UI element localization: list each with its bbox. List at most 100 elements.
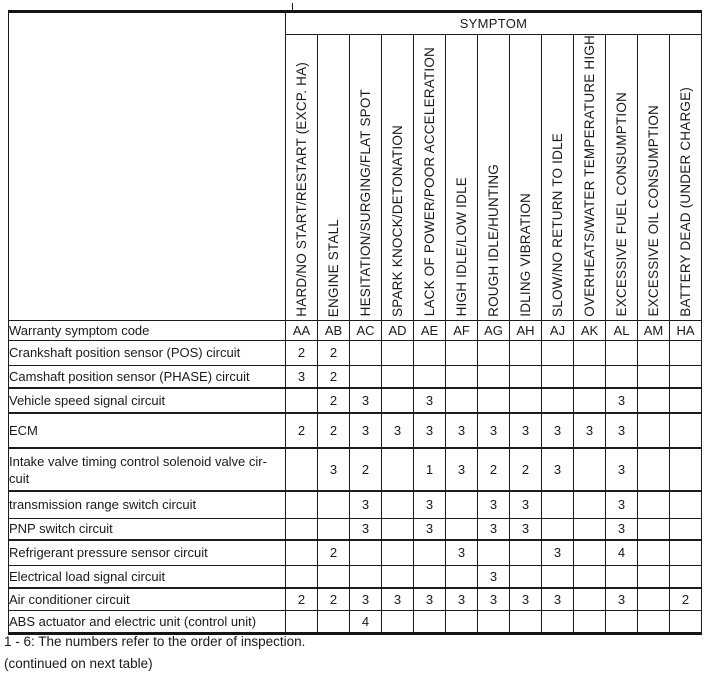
inspection-order-cell — [285, 447, 318, 492]
inspection-order-cell — [509, 539, 542, 566]
row-label: Camshaft position sensor (PHASE) circuit — [8, 364, 286, 389]
inspection-order-cell: 3 — [413, 387, 446, 414]
warranty-code-cell: AA — [285, 319, 318, 341]
inspection-order-cell: 3 — [541, 587, 574, 611]
inspection-order-cell — [445, 490, 478, 519]
warranty-code-cell: AF — [445, 319, 478, 341]
symptom-column-header: SPARK KNOCK/DETONATION — [381, 34, 414, 321]
inspection-order-cell — [445, 609, 478, 634]
inspection-order-cell — [445, 339, 478, 366]
warranty-code-cell: AL — [605, 319, 638, 341]
inspection-order-cell — [285, 609, 318, 634]
inspection-order-cell: 3 — [349, 587, 382, 611]
symptom-column-header-label: SPARK KNOCK/DETONATION — [389, 124, 405, 317]
symptom-column-header: ENGINE STALL — [317, 34, 350, 321]
inspection-order-cell: 3 — [285, 364, 318, 389]
inspection-order-cell — [381, 609, 414, 634]
inspection-order-cell — [349, 364, 382, 389]
inspection-order-cell: 3 — [541, 539, 574, 566]
inspection-order-cell: 3 — [445, 539, 478, 566]
row-label: Vehicle speed signal circuit — [8, 387, 286, 414]
inspection-order-cell — [573, 387, 606, 414]
inspection-order-cell — [637, 587, 670, 611]
row-label: PNP switch circuit — [8, 517, 286, 541]
inspection-order-cell: 2 — [285, 339, 318, 366]
inspection-order-cell: 3 — [445, 447, 478, 492]
symptom-column-header: LACK OF POWER/POOR ACCELERATION — [413, 34, 446, 321]
inspection-order-cell: 3 — [413, 587, 446, 611]
inspection-order-cell: 3 — [349, 387, 382, 414]
inspection-order-cell — [637, 609, 670, 634]
row-label: Refrigerant pressure sensor circuit — [8, 539, 286, 566]
symptom-column-header: HARD/NO START/RESTART (EXCP. HA) — [285, 34, 318, 321]
inspection-order-cell: 2 — [349, 447, 382, 492]
row-label: Crankshaft position sensor (POS) circuit — [8, 339, 286, 366]
table-row: Refrigerant pressure sensor circuit 2 3 3 4 — [8, 539, 702, 566]
inspection-order-cell: 2 — [317, 339, 350, 366]
inspection-order-cell — [477, 364, 510, 389]
inspection-order-cell: 3 — [509, 587, 542, 611]
table-row: Camshaft position sensor (PHASE) circuit… — [8, 364, 702, 389]
symptom-column-header-label: EXCESSIVE FUEL CONSUMPTION — [613, 92, 629, 317]
inspection-order-cell — [381, 364, 414, 389]
inspection-order-cell: 2 — [669, 587, 702, 611]
inspection-order-cell: 3 — [349, 517, 382, 541]
inspection-order-cell — [349, 539, 382, 566]
warranty-code-cell: AG — [477, 319, 510, 341]
inspection-order-cell — [605, 564, 638, 589]
inspection-order-cell: 3 — [509, 490, 542, 519]
inspection-order-cell — [669, 387, 702, 414]
inspection-order-cell — [413, 609, 446, 634]
row-label: ECM — [8, 412, 286, 449]
inspection-order-cell — [573, 339, 606, 366]
inspection-order-cell: 2 — [317, 387, 350, 414]
inspection-order-cell — [541, 490, 574, 519]
inspection-order-cell — [541, 609, 574, 634]
table-row: ECM 2 2 3 3 3 3 3 3 3 3 3 — [8, 412, 702, 449]
corner-cell — [8, 11, 286, 321]
inspection-order-cell — [381, 339, 414, 366]
inspection-order-cell: 2 — [317, 364, 350, 389]
inspection-order-cell — [445, 564, 478, 589]
table-row: PNP switch circuit 3 3 3 3 3 — [8, 517, 702, 541]
inspection-order-cell — [637, 539, 670, 566]
inspection-order-cell — [317, 564, 350, 589]
symptom-column-header-label: LACK OF POWER/POOR ACCELERATION — [421, 47, 437, 317]
inspection-order-cell — [637, 364, 670, 389]
inspection-order-cell — [285, 564, 318, 589]
inspection-order-cell — [637, 564, 670, 589]
inspection-order-cell — [413, 339, 446, 366]
inspection-order-cell: 3 — [509, 412, 542, 449]
symptom-column-header: HESITATION/SURGING/FLAT SPOT — [349, 34, 382, 321]
symptom-diagnosis-table: SYMPTOM HARD/NO START/RESTART (EXCP. HA)… — [8, 10, 702, 635]
inspection-order-cell: 3 — [605, 387, 638, 414]
symptom-column-header-label: OVERHEATS/WATER TEMPERATURE HIGH — [581, 35, 597, 317]
inspection-order-cell — [413, 539, 446, 566]
inspection-order-cell — [669, 517, 702, 541]
inspection-order-cell — [317, 609, 350, 634]
inspection-order-cell — [605, 609, 638, 634]
inspection-order-cell: 4 — [605, 539, 638, 566]
inspection-order-cell — [541, 364, 574, 389]
warranty-code-cell: AD — [381, 319, 414, 341]
symptom-column-header-label: BATTERY DEAD (UNDER CHARGE) — [677, 87, 693, 317]
table-row: transmission range switch circuit 3 3 3 3 3 — [8, 490, 702, 519]
row-label: Electrical load signal circuit — [8, 564, 286, 589]
inspection-order-cell: 3 — [605, 517, 638, 541]
inspection-order-cell: 3 — [413, 490, 446, 519]
footnote-continued: (continued on next table) — [4, 656, 153, 671]
inspection-order-cell: 3 — [381, 412, 414, 449]
inspection-order-cell — [541, 387, 574, 414]
table-row: Crankshaft position sensor (POS) circuit… — [8, 339, 702, 366]
inspection-order-cell — [637, 412, 670, 449]
inspection-order-cell — [477, 339, 510, 366]
inspection-order-cell — [477, 609, 510, 634]
inspection-order-cell — [573, 587, 606, 611]
inspection-order-cell: 4 — [349, 609, 382, 634]
inspection-order-cell — [573, 609, 606, 634]
inspection-order-cell: 3 — [381, 587, 414, 611]
inspection-order-cell — [637, 447, 670, 492]
inspection-order-cell — [573, 564, 606, 589]
inspection-order-cell: 2 — [317, 539, 350, 566]
